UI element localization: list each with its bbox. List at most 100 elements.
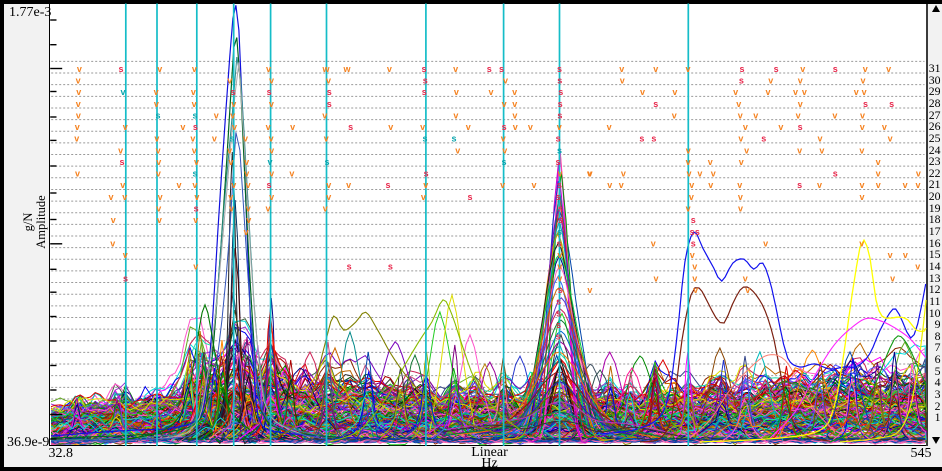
svg-text:v: v <box>466 122 471 132</box>
svg-text:s: s <box>833 64 838 74</box>
svg-text:v: v <box>269 145 274 155</box>
svg-text:v: v <box>193 215 198 225</box>
svg-text:v: v <box>190 134 195 144</box>
svg-text:v: v <box>876 169 881 179</box>
svg-text:s: s <box>863 99 868 109</box>
svg-text:v: v <box>156 204 161 214</box>
svg-text:s: s <box>467 192 472 202</box>
svg-text:v: v <box>192 99 197 109</box>
svg-text:s: s <box>653 99 658 109</box>
svg-text:v: v <box>231 180 236 190</box>
svg-text:v: v <box>512 87 517 97</box>
svg-text:v: v <box>768 76 773 86</box>
svg-text:v: v <box>192 180 197 190</box>
svg-text:v: v <box>227 76 232 86</box>
svg-text:v: v <box>903 250 908 260</box>
svg-text:s: s <box>119 157 124 167</box>
svg-text:v: v <box>246 204 251 214</box>
svg-text:v: v <box>194 157 199 167</box>
svg-text:s: s <box>774 64 779 74</box>
svg-text:v: v <box>194 192 199 202</box>
svg-text:v: v <box>859 238 864 248</box>
svg-text:v: v <box>689 180 694 190</box>
svg-text:s: s <box>501 157 506 167</box>
svg-text:v: v <box>607 180 612 190</box>
svg-text:v: v <box>798 76 803 86</box>
svg-text:v: v <box>232 122 237 132</box>
svg-text:s: s <box>639 134 644 144</box>
svg-text:v: v <box>212 134 217 144</box>
svg-text:s: s <box>231 87 236 97</box>
svg-text:v: v <box>738 134 743 144</box>
svg-text:v: v <box>557 122 562 132</box>
svg-text:v: v <box>74 134 79 144</box>
svg-text:v: v <box>76 76 81 86</box>
svg-text:v: v <box>228 192 233 202</box>
svg-text:s: s <box>691 215 696 225</box>
svg-text:s: s <box>348 122 353 132</box>
svg-text:v: v <box>453 64 458 74</box>
svg-text:v: v <box>111 215 116 225</box>
svg-text:v: v <box>326 192 331 202</box>
svg-text:v: v <box>744 145 749 155</box>
svg-text:v: v <box>502 145 507 155</box>
svg-text:v: v <box>244 227 249 237</box>
svg-text:s: s <box>385 180 390 190</box>
svg-text:v: v <box>193 262 198 272</box>
svg-text:s: s <box>558 99 563 109</box>
svg-text:v: v <box>876 157 881 167</box>
svg-text:s: s <box>555 157 560 167</box>
svg-text:v: v <box>743 273 748 283</box>
svg-text:v: v <box>619 64 624 74</box>
svg-text:v: v <box>158 192 163 202</box>
svg-text:v: v <box>888 134 893 144</box>
svg-text:v: v <box>796 110 801 120</box>
svg-text:v: v <box>421 192 426 202</box>
svg-text:v: v <box>531 180 536 190</box>
svg-text:v: v <box>230 110 235 120</box>
svg-text:v: v <box>75 122 80 132</box>
svg-text:v: v <box>859 180 864 190</box>
svg-text:v: v <box>269 134 274 144</box>
svg-text:v: v <box>120 87 125 97</box>
svg-text:s: s <box>557 76 562 86</box>
svg-text:s: s <box>229 134 234 144</box>
svg-text:v: v <box>346 180 351 190</box>
svg-text:v: v <box>793 87 798 97</box>
svg-text:v: v <box>269 99 274 109</box>
svg-text:v: v <box>686 145 691 155</box>
svg-text:v: v <box>882 122 887 132</box>
svg-text:v: v <box>108 192 113 202</box>
svg-text:s: s <box>557 64 562 74</box>
svg-text:v: v <box>512 99 517 109</box>
svg-text:v: v <box>686 204 691 214</box>
svg-text:v: v <box>802 87 807 97</box>
svg-text:v: v <box>387 64 392 74</box>
svg-text:v: v <box>588 169 593 179</box>
svg-text:v: v <box>76 99 81 109</box>
svg-text:v: v <box>269 76 274 86</box>
svg-text:v: v <box>886 64 891 74</box>
svg-text:v: v <box>110 238 115 248</box>
svg-text:s: s <box>556 192 561 202</box>
svg-text:v: v <box>860 122 865 132</box>
svg-text:s: s <box>421 64 426 74</box>
svg-text:v: v <box>75 169 80 179</box>
svg-text:v: v <box>557 262 562 272</box>
svg-text:v: v <box>693 285 698 295</box>
svg-text:s: s <box>266 180 271 190</box>
svg-text:v: v <box>269 192 274 202</box>
svg-text:v: v <box>488 87 493 97</box>
svg-text:s: s <box>451 134 456 144</box>
svg-text:s: s <box>123 273 128 283</box>
svg-text:v: v <box>708 180 713 190</box>
svg-text:s: s <box>423 76 428 86</box>
svg-text:v: v <box>832 110 837 120</box>
svg-text:v: v <box>265 204 270 214</box>
svg-text:s: s <box>557 238 562 248</box>
svg-text:v: v <box>686 157 691 167</box>
svg-text:v: v <box>323 204 328 214</box>
svg-text:v: v <box>324 134 329 144</box>
svg-text:s: s <box>556 297 561 307</box>
svg-text:s: s <box>422 134 427 144</box>
